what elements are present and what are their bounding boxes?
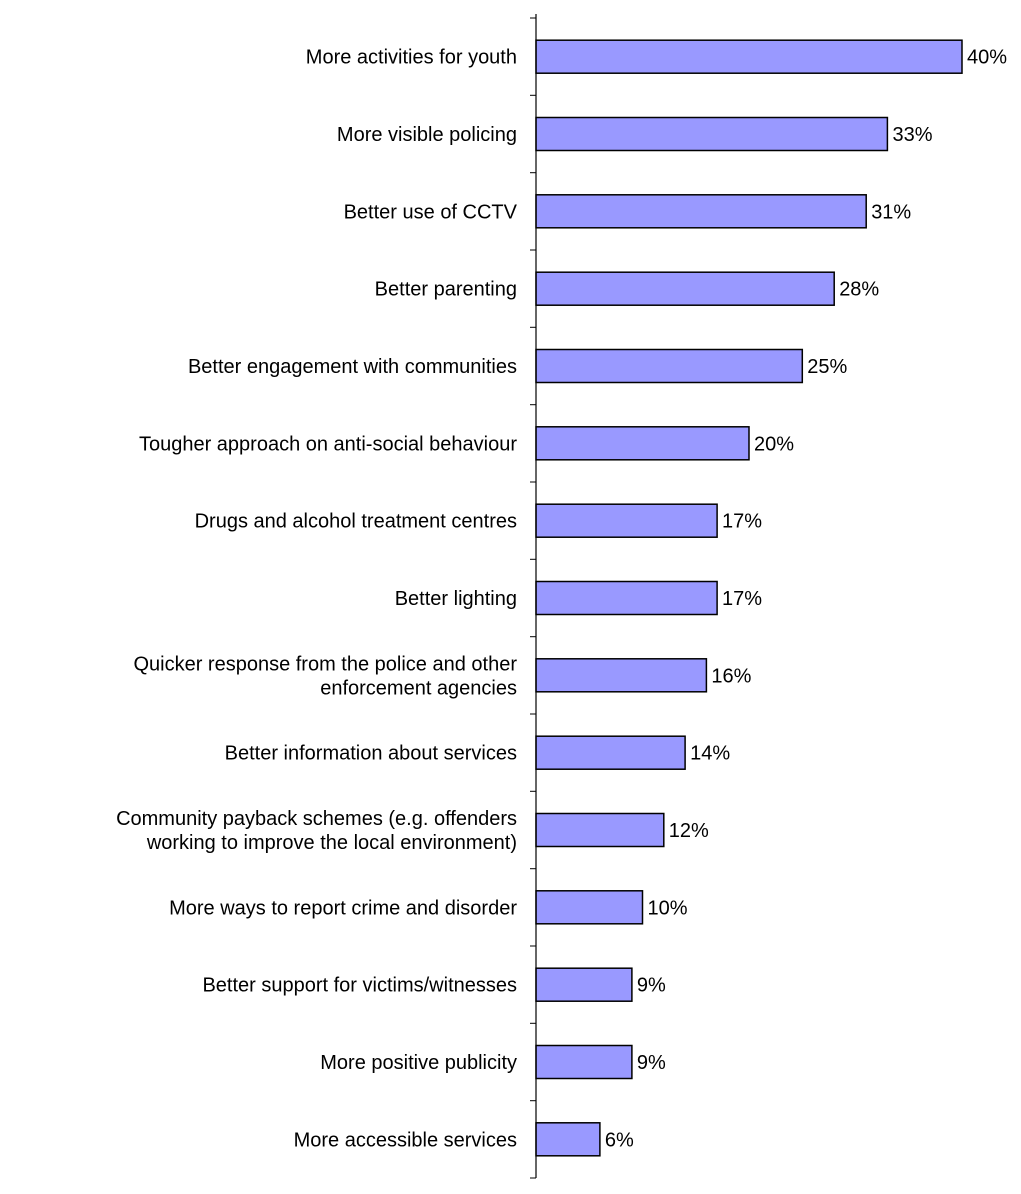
bar-value-label: 14% — [690, 743, 730, 765]
category-label: More visible policing — [337, 124, 517, 146]
bar-value-label: 9% — [637, 1052, 666, 1074]
category-label: More accessible services — [294, 1129, 517, 1151]
category-label: Better lighting — [395, 588, 517, 610]
category-label: Better engagement with communities — [188, 356, 517, 378]
bar — [535, 194, 867, 229]
category-label-line: Drugs and alcohol treatment centres — [195, 511, 517, 533]
category-label: Community payback schemes (e.g. offender… — [116, 808, 517, 854]
category-label-line: More activities for youth — [306, 47, 517, 69]
bar — [535, 1122, 601, 1157]
category-label-line: Better support for victims/witnesses — [202, 975, 517, 997]
category-label-line: Better lighting — [395, 588, 517, 610]
category-label: Better parenting — [375, 279, 517, 301]
bar — [535, 39, 963, 74]
category-label-line: Community payback schemes (e.g. offender… — [116, 808, 517, 830]
bar-value-label: 40% — [967, 47, 1007, 69]
category-label: Better support for victims/witnesses — [202, 975, 517, 997]
bar-value-label: 31% — [871, 201, 911, 223]
bar — [535, 348, 804, 384]
category-label-line: Better engagement with communities — [188, 356, 517, 378]
category-label: Drugs and alcohol treatment centres — [195, 511, 517, 533]
category-label-line: Better use of CCTV — [344, 201, 518, 223]
category-label: Better use of CCTV — [344, 201, 518, 223]
category-label-line: Better information about services — [225, 743, 517, 765]
category-label-line: Quicker response from the police and oth… — [133, 653, 517, 675]
category-label-line: More visible policing — [337, 124, 517, 146]
bar-value-label: 17% — [722, 511, 762, 533]
bar-value-label: 20% — [754, 433, 794, 455]
category-label-line: More ways to report crime and disorder — [169, 897, 517, 919]
bar-value-label: 16% — [711, 665, 751, 687]
bar — [535, 890, 644, 925]
bar-value-label: 33% — [893, 124, 933, 146]
bar-value-label: 10% — [648, 897, 688, 919]
bar — [535, 426, 750, 461]
bar — [535, 735, 686, 770]
bar — [535, 967, 633, 1002]
bar-value-label: 9% — [637, 975, 666, 997]
bar — [535, 658, 708, 693]
bar — [535, 812, 665, 848]
category-label-line: Better parenting — [375, 279, 517, 301]
category-label-line: working to improve the local environment… — [146, 832, 517, 854]
category-label: More activities for youth — [306, 47, 517, 69]
bar-value-label: 25% — [807, 356, 847, 378]
bar — [535, 116, 889, 152]
category-label-line: More accessible services — [294, 1129, 517, 1151]
bar-value-label: 28% — [839, 279, 879, 301]
category-label-line: enforcement agencies — [320, 677, 517, 699]
category-label-line: More positive publicity — [320, 1052, 517, 1074]
bar-value-label: 6% — [605, 1129, 634, 1151]
bar-value-label: 17% — [722, 588, 762, 610]
bar — [535, 503, 718, 538]
bar — [535, 580, 718, 616]
bar — [535, 271, 835, 306]
category-label-line: Tougher approach on anti-social behaviou… — [139, 433, 517, 455]
category-label: Tougher approach on anti-social behaviou… — [139, 433, 517, 455]
category-label: More ways to report crime and disorder — [169, 897, 517, 919]
category-label: Better information about services — [225, 743, 517, 765]
bar-value-label: 12% — [669, 820, 709, 842]
bar — [535, 1044, 633, 1080]
category-label: More positive publicity — [320, 1052, 517, 1074]
category-label: Quicker response from the police and oth… — [133, 653, 517, 699]
